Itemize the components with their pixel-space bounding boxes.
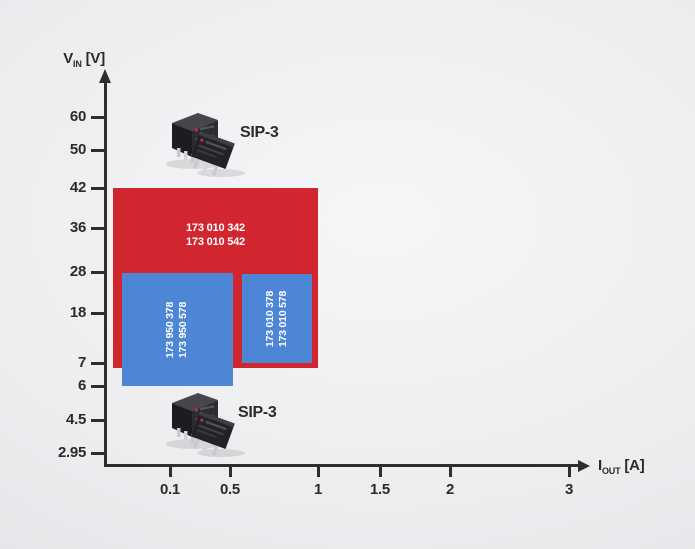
x-tick	[229, 466, 232, 477]
region-low-current-range: 173 950 378 173 950 578	[122, 273, 233, 386]
sip3-package-image	[166, 393, 245, 457]
region-high-current-range: 173 010 378 173 010 578	[242, 274, 312, 363]
y-tick	[91, 116, 104, 119]
y-tick-label: 36	[69, 219, 86, 236]
y-tick	[91, 227, 104, 230]
x-axis-title: IOUT [A]	[598, 457, 645, 476]
x-tick-label: 1	[313, 481, 323, 498]
package-type-label: SIP-3	[238, 404, 277, 421]
y-tick-label: 2.95	[58, 444, 86, 461]
x-tick	[568, 466, 571, 477]
y-tick-label: 6	[77, 377, 86, 394]
y-tick-label: 60	[69, 108, 86, 125]
x-tick-label: 0.5	[220, 481, 240, 498]
region-part-numbers: 173 010 342 173 010 542	[186, 222, 245, 248]
y-tick	[91, 149, 104, 152]
sip3-package-image	[166, 113, 245, 177]
x-tick	[169, 466, 172, 477]
y-tick	[91, 312, 104, 315]
y-tick-label: 4.5	[66, 411, 86, 428]
y-tick	[91, 419, 104, 422]
x-tick-label: 1.5	[370, 481, 390, 498]
y-tick-label: 42	[69, 179, 86, 196]
x-tick	[379, 466, 382, 477]
y-tick-label: 18	[69, 304, 86, 321]
y-tick	[91, 187, 104, 190]
x-axis-line	[104, 464, 578, 467]
y-tick-label: 50	[69, 141, 86, 158]
region-part-numbers: 173 950 378 173 950 578	[164, 301, 190, 358]
region-part-numbers: 173 010 378 173 010 578	[263, 290, 289, 347]
package-type-label: SIP-3	[240, 124, 279, 141]
x-axis-arrow-icon	[578, 460, 590, 472]
x-tick	[449, 466, 452, 477]
y-tick-label: 28	[69, 263, 86, 280]
x-tick-label: 3	[564, 481, 574, 498]
y-axis-arrow-icon	[99, 69, 111, 83]
y-axis-title: VIN [V]	[63, 50, 105, 69]
y-tick	[91, 385, 104, 388]
x-tick-label: 0.1	[160, 481, 180, 498]
x-tick	[317, 466, 320, 477]
y-tick	[91, 362, 104, 365]
y-tick-label: 7	[77, 354, 86, 371]
y-tick	[91, 271, 104, 274]
y-tick	[91, 452, 104, 455]
y-axis-line	[104, 82, 107, 467]
x-tick-label: 2	[445, 481, 455, 498]
